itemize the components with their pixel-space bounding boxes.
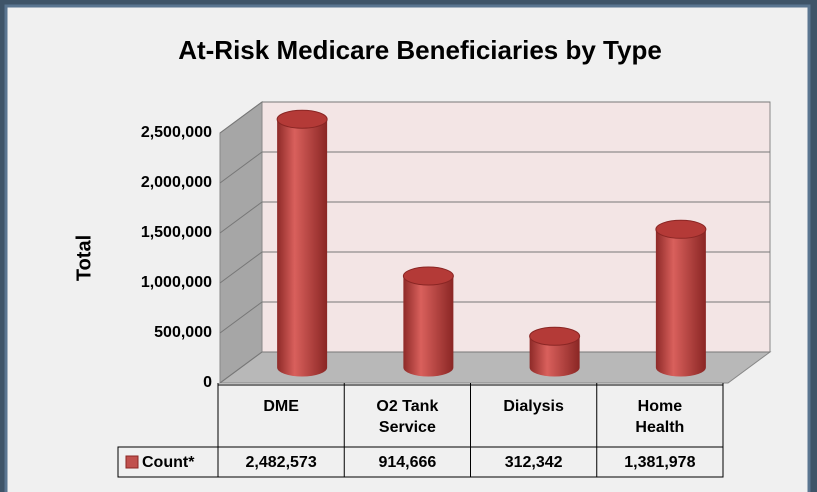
bar [277,119,328,377]
bar-top [529,326,581,346]
grid-line [219,151,263,184]
side-wall [219,101,263,384]
y-tick-label: 500,000 [154,324,212,341]
legend-key [125,455,139,469]
x-tick-label: Dialysis [503,398,564,415]
grid-line [219,101,263,134]
chart-title: At-Risk Medicare Beneficiaries by Type [178,35,662,65]
y-tick-label: 1,500,000 [141,224,212,241]
bar-top [655,219,707,239]
bar [655,229,706,377]
x-tick-label: O2 Tank Service [376,398,439,436]
data-label: 2,482,573 [246,454,317,471]
y-axis-label: Total [73,235,95,281]
y-tick-label: 1,000,000 [141,274,212,291]
y-tick-label: 2,500,000 [141,124,212,141]
grid-line [219,251,263,284]
bar [529,336,580,377]
data-label: 914,666 [378,454,436,471]
grid-line [219,301,263,334]
y-tick-label: 2,000,000 [141,174,212,191]
bar-top [402,266,454,286]
x-tick-label: DME [263,398,299,415]
data-label: 312,342 [505,454,563,471]
grid-line [219,351,263,384]
data-label: 1,381,978 [624,454,695,471]
bar [403,276,454,377]
y-tick-label: 0 [203,374,212,391]
x-tick-label: Home Health [635,398,685,436]
bar-top [276,109,328,129]
legend-label: Count* [142,454,195,471]
grid-line [219,201,263,234]
